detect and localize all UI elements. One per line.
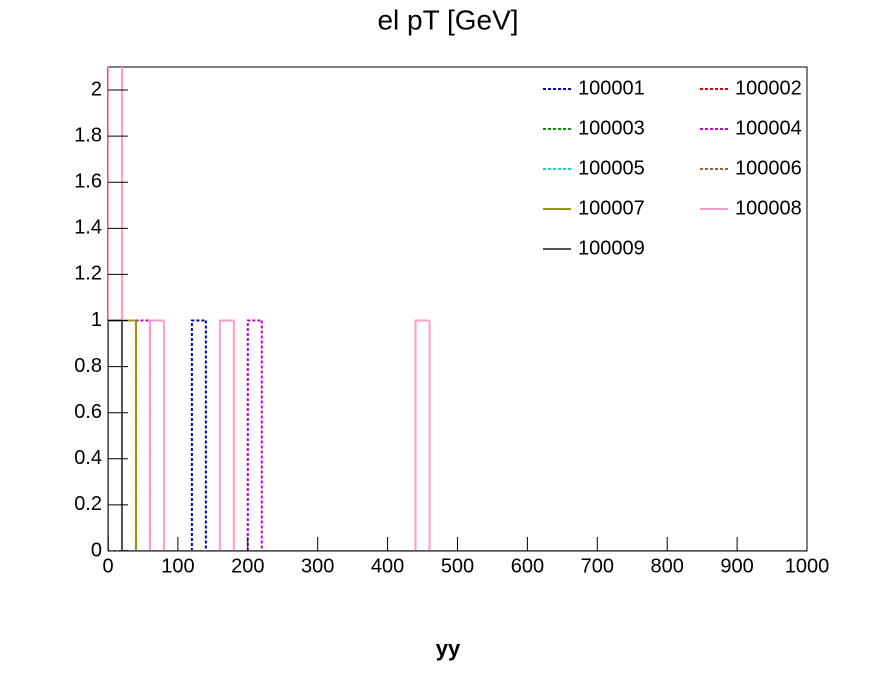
histogram-bin (190, 319, 206, 551)
plot-area (108, 67, 807, 551)
histogram-bin (232, 320, 248, 551)
histogram-bin (260, 320, 276, 551)
y-tick-label: 0.8 (74, 355, 102, 377)
legend-label: 100009 (578, 237, 645, 259)
y-tick-label: 1.8 (74, 124, 102, 146)
x-tick-label: 200 (231, 555, 264, 577)
legend-label: 100003 (578, 117, 645, 139)
x-tick-label: 600 (511, 555, 544, 577)
legend-label: 100004 (735, 117, 802, 139)
histogram-bin (162, 320, 178, 551)
y-tick-label: 1 (91, 309, 102, 331)
legend-label: 100005 (578, 157, 645, 179)
histogram-bin (134, 320, 150, 551)
histogram-bin (120, 320, 136, 551)
histogram-bin (108, 319, 122, 551)
histogram-bin (414, 319, 430, 551)
legend-label: 100001 (578, 77, 645, 99)
histogram-bin (428, 320, 444, 551)
x-tick-label: 300 (301, 555, 334, 577)
x-tick-label: 100 (161, 555, 194, 577)
histogram-bin (148, 320, 164, 551)
x-tick-label: 800 (651, 555, 684, 577)
x-tick-label: 0 (102, 555, 113, 577)
x-axis-label: yy (436, 636, 461, 661)
y-tick-label: 0.2 (74, 493, 102, 515)
legend-label: 100008 (735, 197, 802, 219)
legend-label: 100002 (735, 77, 802, 99)
histogram-bin (246, 319, 262, 551)
y-tick-label: 1.2 (74, 263, 102, 285)
histogram-bin (204, 320, 220, 551)
y-tick-label: 0 (91, 539, 102, 561)
x-tick-label: 900 (720, 555, 753, 577)
histogram-bin (148, 319, 164, 551)
histogram-bin (134, 319, 150, 551)
histogram-bin (120, 67, 136, 551)
x-tick-label: 700 (581, 555, 614, 577)
x-tick-label: 500 (441, 555, 474, 577)
y-tick-label: 0.6 (74, 401, 102, 423)
histogram-bin (108, 319, 122, 551)
y-tick-label: 1.6 (74, 171, 102, 193)
y-tick-label: 0.4 (74, 447, 102, 469)
chart-title: el pT [GeV] (377, 4, 518, 35)
frame (107, 66, 808, 552)
y-tick-label: 1.4 (74, 217, 102, 239)
y-tick-label: 2 (91, 78, 102, 100)
x-tick-label: 1000 (785, 555, 830, 577)
legend-label: 100006 (735, 157, 802, 179)
histogram-bin (218, 319, 234, 551)
histogram-bin (108, 67, 109, 551)
legend-label: 100007 (578, 197, 645, 219)
x-tick-label: 400 (371, 555, 404, 577)
